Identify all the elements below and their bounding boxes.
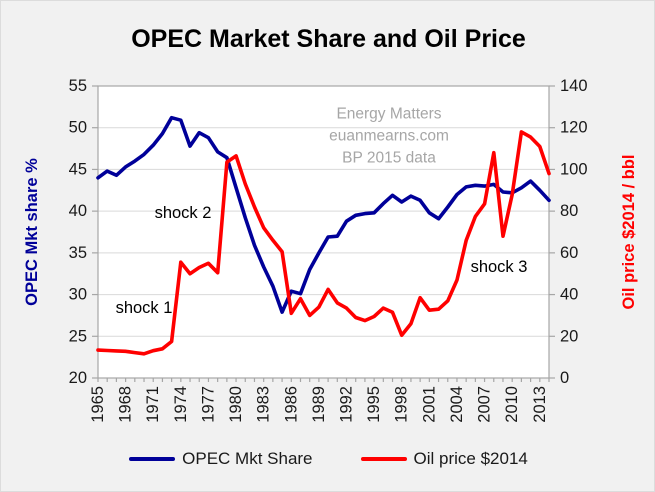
x-tick-label: 1977 <box>199 386 217 423</box>
left-axis-title: OPEC Mkt share % <box>23 158 41 306</box>
right-tick-label: 40 <box>560 286 578 304</box>
left-tick-label: 40 <box>69 202 87 220</box>
chart-legend: OPEC Mkt Share Oil price $2014 <box>1 449 654 469</box>
right-tick-label: 140 <box>560 77 588 95</box>
x-tick-label: 1980 <box>227 386 245 423</box>
x-tick-label: 1971 <box>144 386 162 423</box>
right-axis-ticks: 140 120 100 80 60 40 20 0 <box>549 77 588 387</box>
left-tick-label: 50 <box>69 119 87 137</box>
left-axis-ticks: 55 50 45 40 35 30 25 20 <box>69 77 98 387</box>
right-tick-label: 60 <box>560 244 578 262</box>
left-tick-label: 20 <box>69 369 87 387</box>
legend-label-oil-price: Oil price $2014 <box>413 449 528 468</box>
left-tick-label: 25 <box>69 327 87 345</box>
series-line-opec-share <box>96 115 551 314</box>
right-tick-label: 100 <box>560 160 588 178</box>
watermark-line: Energy Matters <box>336 106 441 123</box>
x-tick-label: 1983 <box>255 386 273 423</box>
left-tick-label: 55 <box>69 77 87 95</box>
left-tick-label: 45 <box>69 160 87 178</box>
right-axis-title: Oil price $2014 / bbl <box>620 155 638 310</box>
annotation-shock-2: shock 2 <box>155 204 212 222</box>
x-axis-ticks: 1965 1968 1971 1974 1977 1980 1983 1986 1989 1992… <box>89 378 550 423</box>
left-tick-label: 35 <box>69 244 87 262</box>
plot-border <box>97 85 550 379</box>
x-tick-label: 2007 <box>476 386 494 423</box>
x-tick-label: 1968 <box>117 386 135 423</box>
x-tick-label: 2010 <box>503 386 521 423</box>
right-tick-label: 80 <box>560 202 578 220</box>
x-tick-label: 1995 <box>365 386 383 423</box>
legend-item-oil-price: Oil price $2014 <box>360 449 528 469</box>
series-line-oil-price <box>96 130 551 356</box>
chart-title: OPEC Market Share and Oil Price <box>131 25 526 53</box>
annotation-shock-1: shock 1 <box>116 299 173 317</box>
watermark-line: BP 2015 data <box>342 150 436 167</box>
x-tick-label: 2004 <box>448 386 466 423</box>
watermark-line: euanmearns.com <box>329 128 449 145</box>
legend-label-opec-share: OPEC Mkt Share <box>182 449 313 468</box>
annotation-shock-3: shock 3 <box>471 258 528 276</box>
x-tick-label: 1986 <box>282 386 300 423</box>
x-tick-label: 1965 <box>89 386 107 423</box>
left-tick-label: 30 <box>69 286 87 304</box>
watermark: Energy Matters euanmearns.com BP 2015 data <box>329 106 449 167</box>
x-tick-label: 2013 <box>531 386 549 423</box>
legend-item-opec-share: OPEC Mkt Share <box>129 449 313 469</box>
x-tick-label: 1998 <box>393 386 411 423</box>
right-tick-label: 20 <box>560 327 578 345</box>
x-tick-label: 1974 <box>172 386 190 423</box>
right-tick-label: 0 <box>560 369 569 387</box>
legend-swatch-opec-share <box>129 457 176 461</box>
x-tick-label: 1989 <box>310 386 328 423</box>
x-tick-label: 2001 <box>420 386 438 423</box>
right-tick-label: 120 <box>560 119 588 137</box>
x-tick-label: 1992 <box>338 386 356 423</box>
legend-swatch-oil-price <box>360 457 407 461</box>
